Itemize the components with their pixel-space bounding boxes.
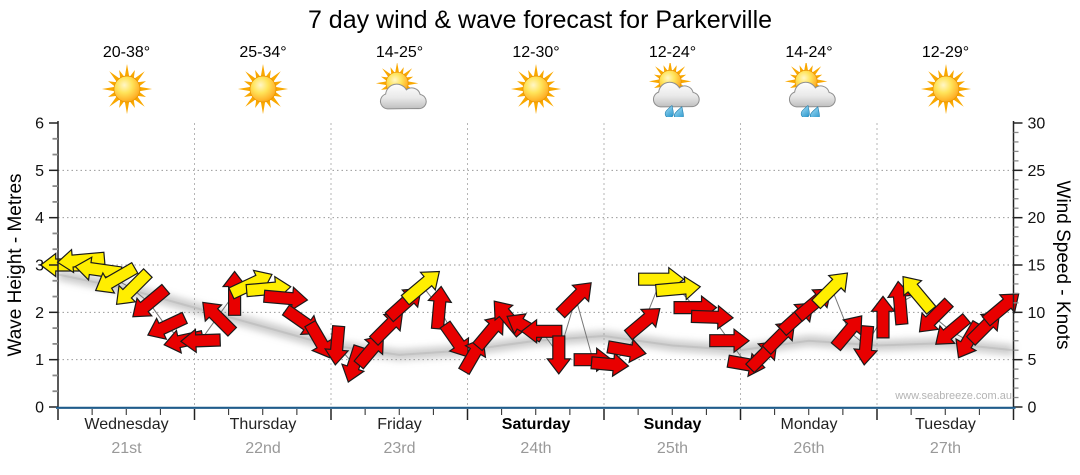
wind-arrow [400,270,441,306]
day-label: Wednesday 21st [58,415,195,458]
wind-arrow [606,338,647,364]
day-label: Tuesday 27th [877,415,1014,458]
partly-cloudy-icon [375,62,427,110]
day-temp-range: 14-25° [375,44,424,61]
wind-arrow [146,311,189,341]
day-date: 22nd [245,440,281,457]
day-column: 12-29° [877,44,1014,117]
day-name: Wednesday [84,416,169,433]
svg-text:15: 15 [1028,258,1046,275]
day-date: 24th [520,440,552,457]
weather-icon-wrap [468,63,605,117]
svg-text:0: 0 [35,400,44,417]
day-column: 12-24° [604,44,741,121]
weather-icon-wrap [604,60,741,121]
sunny-icon [510,63,562,115]
wind-arrow [918,297,954,333]
day-name: Friday [377,416,422,433]
day-label: Saturday 24th [468,415,605,458]
svg-text:4: 4 [35,210,44,227]
showers-icon [648,60,700,121]
day-column: 20-38° [58,44,195,117]
svg-text:5: 5 [35,163,44,180]
wind-arrow [654,275,702,301]
wind-arrow [179,328,221,354]
day-date: 26th [793,440,825,457]
watermark: www.seabreeze.com.au [895,390,1012,402]
wind-arrow [709,327,751,354]
wind-arrow [852,324,879,366]
day-name: Thursday [229,416,297,433]
wind-arrow [935,312,972,345]
sunny-icon [920,63,971,115]
svg-text:10: 10 [1028,305,1046,322]
wind-arrow [202,301,238,337]
sunny-icon [101,63,152,115]
day-date: 23rd [383,440,416,457]
day-name: Tuesday [915,416,976,433]
weather-icon-wrap [331,62,468,117]
day-temp-range: 25-34° [239,44,287,61]
wind-arrow [263,285,309,312]
day-label: Sunday 25th [604,415,741,458]
wind-arrow [520,318,563,345]
right-axis-title: Wind Speed - Knots [1052,180,1073,350]
svg-text:30: 30 [1028,116,1046,133]
day-label: Friday 23rd [331,415,468,458]
wind-arrow [132,283,171,318]
svg-text:6: 6 [35,116,44,133]
day-date: 27th [929,440,962,457]
left-axis-title: Wave Height - Metres [5,173,26,357]
wind-arrow [555,282,592,319]
day-temp-range: 14-24° [785,44,833,61]
day-name: Saturday [501,416,571,433]
day-column: 14-25° [331,44,468,117]
weather-icon-wrap [195,63,332,117]
wind-arrow [323,324,350,366]
wind-arrow [623,307,661,341]
wind-arrow [56,248,106,274]
wind-arrow [427,285,453,330]
day-name: Monday [780,416,838,433]
svg-text:0: 0 [1028,400,1037,417]
weather-icon-wrap [58,63,195,117]
day-date: 21st [111,440,142,457]
day-temp-range: 20-38° [102,44,151,61]
chart-title: 7 day wind & wave forecast for Parkervil… [307,6,773,34]
weather-icon-wrap [741,60,878,121]
wind-arrow [690,304,735,330]
svg-text:5: 5 [1028,352,1037,369]
day-name: Sunday [643,416,702,433]
svg-text:20: 20 [1028,210,1046,227]
wind-arrow [590,351,630,378]
showers-icon [784,60,836,121]
wind-arrow [811,272,849,310]
sunny-icon [237,63,289,115]
day-date: 25th [656,440,689,457]
wind-arrow [74,256,123,282]
day-temp-range: 12-30° [512,44,560,61]
day-temp-range: 12-24° [648,44,697,61]
svg-text:2: 2 [35,305,44,322]
day-column: 25-34° [195,44,332,117]
wind-arrow [902,275,937,315]
day-label: Monday 26th [741,415,878,458]
svg-text:1: 1 [35,352,44,369]
day-temp-range: 12-29° [921,44,970,61]
wind-arrow [115,267,153,306]
wind-arrow [439,320,470,358]
svg-text:25: 25 [1028,163,1046,180]
wind-arrow [870,295,896,339]
day-label: Thursday 22nd [195,415,332,458]
weather-icon-wrap [877,63,1014,117]
wind-arrow [472,315,505,352]
svg-text:3: 3 [35,258,44,275]
day-column: 12-30° [468,44,605,117]
wind-arrow [546,335,572,375]
day-column: 14-24° [741,44,878,121]
wind-arrow [94,261,139,294]
